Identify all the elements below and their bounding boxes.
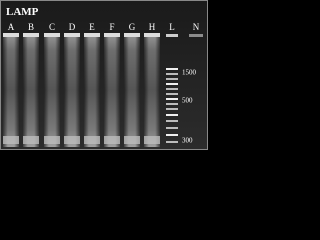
lane-bottom-band [64, 136, 80, 144]
lane-label: E [89, 22, 95, 32]
lane-well [23, 33, 39, 37]
ladder-band [166, 141, 178, 143]
lane-well [84, 33, 100, 37]
lane-well [144, 33, 160, 37]
lane-bottom-band [104, 136, 120, 144]
lane-well [189, 34, 203, 37]
lane-well [44, 33, 60, 37]
lane-edge-shade [64, 33, 80, 147]
lane-edge-shade [23, 33, 39, 147]
lane-label: D [69, 22, 76, 32]
lane-label: C [49, 22, 55, 32]
lane-edge-shade [144, 33, 160, 147]
gel-image: LAMP A B C D E F G H L N 1500 500 300 [0, 0, 208, 150]
lane-label: B [28, 22, 34, 32]
lane-label: F [109, 22, 114, 32]
ladder-band [166, 134, 178, 136]
ladder-band [166, 103, 178, 105]
gel-title: LAMP [6, 6, 39, 18]
lane-label: N [193, 22, 200, 32]
lane-edge-shade [104, 33, 120, 147]
ladder-band [166, 78, 178, 80]
lane-label: H [149, 22, 156, 32]
lane-label: L [169, 22, 175, 32]
lane-edge-shade [3, 33, 19, 147]
lane-label: G [129, 22, 136, 32]
lane-well [166, 34, 178, 37]
ladder-label: 1500 [182, 69, 197, 77]
lane-bottom-band [3, 136, 19, 144]
ladder-band [166, 88, 178, 90]
lane-well [104, 33, 120, 37]
lane-well [124, 33, 140, 37]
lanes: A B C D E F G H L N 1500 500 300 [3, 22, 203, 147]
lane-edge-shade [44, 33, 60, 147]
ladder-band [166, 120, 178, 122]
lane-bottom-band [23, 136, 39, 144]
lane-bottom-band [44, 136, 60, 144]
lane-bottom-band [144, 136, 160, 144]
lane-edge-shade [84, 33, 100, 147]
frame [0, 0, 208, 150]
ladder-band [166, 114, 178, 116]
ladder-band [166, 68, 178, 70]
ladder-band [166, 98, 178, 100]
lane-well [64, 33, 80, 37]
lane-label: A [8, 22, 15, 32]
lane-bottom-band [124, 136, 140, 144]
ladder-band [166, 127, 178, 129]
ladder-band [166, 83, 178, 85]
ladder-band [166, 73, 178, 75]
ladder-label: 500 [182, 97, 193, 105]
lane-bottom-band [84, 136, 100, 144]
lane-edge-shade [124, 33, 140, 147]
ladder-band [166, 93, 178, 95]
lane-well [3, 33, 19, 37]
ladder-label: 300 [182, 137, 193, 145]
ladder-band [166, 108, 178, 110]
